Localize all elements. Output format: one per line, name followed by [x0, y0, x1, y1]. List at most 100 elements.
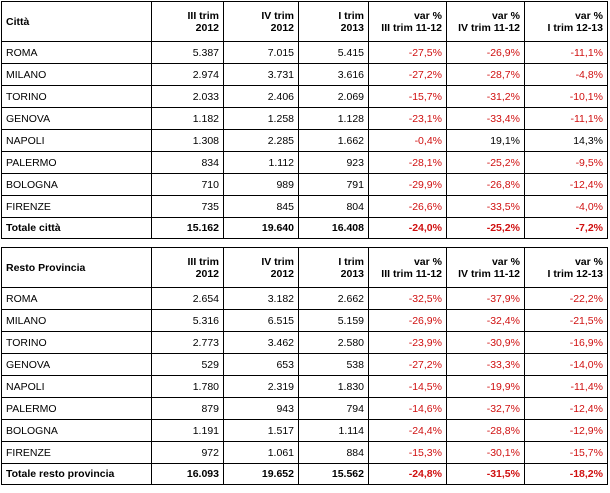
- city-name-cell: TORINO: [1, 85, 152, 108]
- total-row: Totale resto provincia 16.093 19.652 15.562…: [1, 463, 608, 485]
- header-col2-line2: 2012: [270, 267, 294, 280]
- city-name-cell: NAPOLI: [1, 375, 152, 398]
- value-cell-col6: -14,0%: [524, 353, 608, 376]
- value-cell-col1: 735: [151, 195, 224, 218]
- value-cell-col2: 1.517: [223, 419, 299, 442]
- header-row: Resto Provincia III trim 2012 IV trim 2012…: [1, 247, 608, 288]
- value-cell-col1: 972: [151, 441, 224, 464]
- header-col1: III trim 2012: [151, 1, 224, 42]
- header-col6-line2: I trim 12-13: [547, 21, 603, 34]
- header-col1-line1: III trim: [187, 255, 219, 268]
- header-col5-line2: IV trim 11-12: [458, 267, 520, 280]
- value-cell-col1: 1.182: [151, 107, 224, 130]
- value-cell-col3: 923: [298, 151, 369, 174]
- value-cell-col5: -31,2%: [446, 85, 525, 108]
- header-col2-line1: IV trim: [261, 9, 294, 22]
- value-cell-col5: -28,8%: [446, 419, 525, 442]
- value-cell-col1: 1.780: [151, 375, 224, 398]
- value-cell-col2: 1.061: [223, 441, 299, 464]
- city-name-cell: FIRENZE: [1, 441, 152, 464]
- value-cell-col3: 3.616: [298, 63, 369, 86]
- value-cell-col4: -27,5%: [368, 41, 447, 64]
- value-cell-col2: 2.285: [223, 129, 299, 152]
- value-cell-col5: -25,2%: [446, 217, 525, 239]
- value-cell-col4: -14,6%: [368, 397, 447, 420]
- value-cell-col4: -27,2%: [368, 353, 447, 376]
- provincia-table-body: ROMA 2.654 3.182 2.662 -32,5% -37,9% -22,2% MIL…: [1, 287, 608, 485]
- value-cell-col1: 2.974: [151, 63, 224, 86]
- value-cell-col6: -11,4%: [524, 375, 608, 398]
- header-col1-line2: 2012: [195, 21, 219, 34]
- city-name-cell: PALERMO: [1, 397, 152, 420]
- total-label: Totale città: [1, 217, 152, 239]
- value-cell-col4: -24,4%: [368, 419, 447, 442]
- table-row: NAPOLI 1.780 2.319 1.830 -14,5% -19,9% -11,4%: [1, 375, 608, 398]
- value-cell-col3: 1.128: [298, 107, 369, 130]
- value-cell-col5: -30,9%: [446, 331, 525, 354]
- header-col3-line1: I trim: [338, 255, 364, 268]
- value-cell-col2: 6.515: [223, 309, 299, 332]
- citta-table-body: ROMA 5.387 7.015 5.415 -27,5% -26,9% -11,1% MIL…: [1, 41, 608, 239]
- value-cell-col6: -12,4%: [524, 173, 608, 196]
- header-col3-line2: 2013: [340, 267, 364, 280]
- value-cell-col3: 804: [298, 195, 369, 218]
- value-cell-col3: 794: [298, 397, 369, 420]
- city-name-cell: ROMA: [1, 41, 152, 64]
- city-name-cell: BOLOGNA: [1, 173, 152, 196]
- table-row: PALERMO 879 943 794 -14,6% -32,7% -12,4%: [1, 397, 608, 420]
- value-cell-col3: 2.069: [298, 85, 369, 108]
- value-cell-col3: 1.114: [298, 419, 369, 442]
- value-cell-col4: -14,5%: [368, 375, 447, 398]
- value-cell-col2: 2.319: [223, 375, 299, 398]
- header-col3-line2: 2013: [340, 21, 364, 34]
- value-cell-col4: -24,0%: [368, 217, 447, 239]
- value-cell-col2: 2.406: [223, 85, 299, 108]
- citta-title: Città: [1, 1, 152, 42]
- table-row: FIRENZE 735 845 804 -26,6% -33,5% -4,0%: [1, 195, 608, 218]
- value-cell-col3: 538: [298, 353, 369, 376]
- value-cell-col5: -30,1%: [446, 441, 525, 464]
- value-cell-col4: -23,9%: [368, 331, 447, 354]
- value-cell-col6: -7,2%: [524, 217, 608, 239]
- value-cell-col1: 529: [151, 353, 224, 376]
- header-col6: var % I trim 12-13: [524, 247, 608, 288]
- value-cell-col2: 989: [223, 173, 299, 196]
- value-cell-col6: -9,5%: [524, 151, 608, 174]
- table-row: FIRENZE 972 1.061 884 -15,3% -30,1% -15,7%: [1, 441, 608, 464]
- header-col6-line2: I trim 12-13: [547, 267, 603, 280]
- header-col3: I trim 2013: [298, 247, 369, 288]
- table-row: NAPOLI 1.308 2.285 1.662 -0,4% 19,1% 14,3%: [1, 129, 608, 152]
- value-cell-col4: -23,1%: [368, 107, 447, 130]
- table-row: PALERMO 834 1.112 923 -28,1% -25,2% -9,5%: [1, 151, 608, 174]
- value-cell-col3: 791: [298, 173, 369, 196]
- header-col2: IV trim 2012: [223, 1, 299, 42]
- city-name-cell: GENOVA: [1, 353, 152, 376]
- value-cell-col1: 879: [151, 397, 224, 420]
- value-cell-col2: 3.731: [223, 63, 299, 86]
- value-cell-col3: 2.580: [298, 331, 369, 354]
- value-cell-col6: -12,9%: [524, 419, 608, 442]
- header-col4-line1: var %: [413, 9, 442, 22]
- value-cell-col2: 19.652: [223, 463, 299, 485]
- value-cell-col5: -28,7%: [446, 63, 525, 86]
- city-name-cell: GENOVA: [1, 107, 152, 130]
- table-row: MILANO 2.974 3.731 3.616 -27,2% -28,7% -4,8%: [1, 63, 608, 86]
- header-row: Città III trim 2012 IV trim 2012 I trim 201…: [1, 1, 608, 42]
- value-cell-col6: -15,7%: [524, 441, 608, 464]
- provincia-title: Resto Provincia: [1, 247, 152, 288]
- provincia-table-header: Resto Provincia III trim 2012 IV trim 2012…: [1, 247, 608, 288]
- header-col2-line1: IV trim: [261, 255, 294, 268]
- value-cell-col5: -33,3%: [446, 353, 525, 376]
- value-cell-col6: -16,9%: [524, 331, 608, 354]
- header-col1-line2: 2012: [195, 267, 219, 280]
- value-cell-col2: 653: [223, 353, 299, 376]
- value-cell-col6: -4,0%: [524, 195, 608, 218]
- value-cell-col5: -31,5%: [446, 463, 525, 485]
- value-cell-col5: -32,4%: [446, 309, 525, 332]
- header-col1-line1: III trim: [187, 9, 219, 22]
- value-cell-col1: 15.162: [151, 217, 224, 239]
- table-gap: [1, 239, 607, 247]
- city-name-cell: ROMA: [1, 287, 152, 310]
- city-name-cell: TORINO: [1, 331, 152, 354]
- value-cell-col1: 2.773: [151, 331, 224, 354]
